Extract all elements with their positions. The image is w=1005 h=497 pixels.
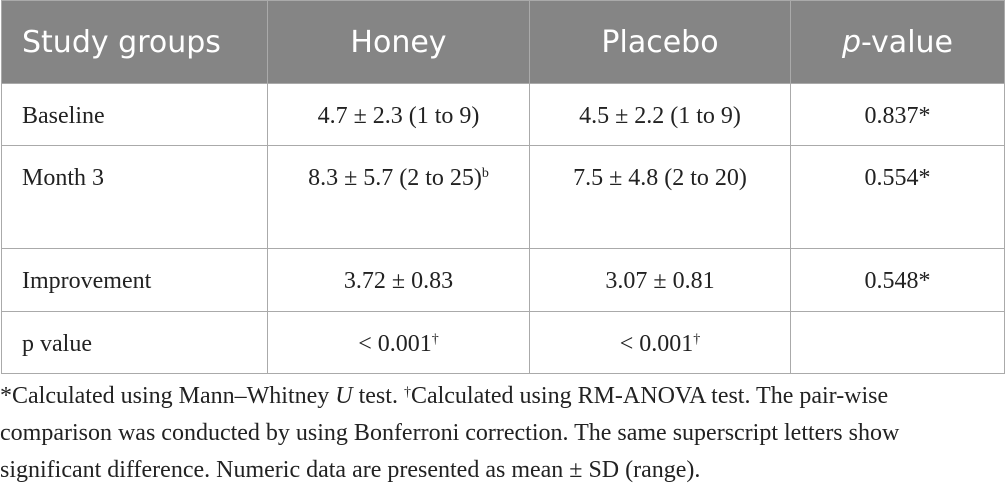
honey-superscript: b <box>481 166 489 181</box>
row-label: p value <box>1 311 268 374</box>
table-row-improvement: Improvement 3.72 ± 0.83 3.07 ± 0.81 0.54… <box>1 248 1005 312</box>
table-row-baseline: Baseline 4.7 ± 2.3 (1 to 9) 4.5 ± 2.2 (1… <box>1 83 1005 146</box>
table-row-p-value: p value < 0.001† < 0.001† <box>1 311 1005 374</box>
honey-superscript: † <box>431 332 439 347</box>
placebo-cell: < 0.001† <box>529 311 791 374</box>
footnote-part1: *Calculated using Mann–Whitney <box>0 383 336 409</box>
honey-cell: 4.7 ± 2.3 (1 to 9) <box>267 83 530 146</box>
placebo-cell: 7.5 ± 4.8 (2 to 20) <box>529 145 791 249</box>
footnote-part2: test. <box>352 383 404 409</box>
honey-cell: 3.72 ± 0.83 <box>267 248 530 312</box>
placebo-value: < 0.001 <box>619 331 694 357</box>
header-p-rest: -value <box>861 24 953 60</box>
header-row: Study groups Honey Placebo p-value <box>1 0 1005 84</box>
footnote-part3: Calculated using RM-ANOVA test. The pair… <box>0 383 900 483</box>
p-value-cell: 0.554* <box>790 145 1005 249</box>
table-footnote: *Calculated using Mann–Whitney U test. †… <box>0 378 1005 489</box>
honey-value: 4.7 ± 2.3 (1 to 9) <box>317 103 480 129</box>
header-honey: Honey <box>267 0 530 84</box>
honey-value: < 0.001 <box>358 331 432 357</box>
placebo-value: 4.5 ± 2.2 (1 to 9) <box>579 103 741 129</box>
honey-value: 3.72 ± 0.83 <box>343 268 454 294</box>
placebo-value: 3.07 ± 0.81 <box>605 268 715 294</box>
header-placebo: Placebo <box>529 0 791 84</box>
p-value-cell: 0.837* <box>790 83 1005 146</box>
placebo-cell: 3.07 ± 0.81 <box>529 248 791 312</box>
footnote-dagger: † <box>403 385 411 400</box>
honey-value: 8.3 ± 5.7 (2 to 25) <box>308 165 482 191</box>
placebo-cell: 4.5 ± 2.2 (1 to 9) <box>529 83 791 146</box>
placebo-superscript: † <box>693 332 701 347</box>
honey-cell: 8.3 ± 5.7 (2 to 25)b <box>267 145 530 249</box>
row-label: Baseline <box>1 83 268 146</box>
row-label: Improvement <box>1 248 268 312</box>
honey-cell: < 0.001† <box>267 311 530 374</box>
placebo-value: 7.5 ± 4.8 (2 to 20) <box>573 165 747 191</box>
p-value-cell: 0.548* <box>790 248 1005 312</box>
table-body: Baseline 4.7 ± 2.3 (1 to 9) 4.5 ± 2.2 (1… <box>1 83 1005 374</box>
results-table: Study groups Honey Placebo p-value Basel… <box>1 0 1005 374</box>
table-header: Study groups Honey Placebo p-value <box>1 0 1005 84</box>
row-label: Month 3 <box>1 145 268 249</box>
table-row-month-3: Month 3 8.3 ± 5.7 (2 to 25)b 7.5 ± 4.8 (… <box>1 145 1005 249</box>
header-study-groups: Study groups <box>1 0 268 84</box>
header-p-italic: p <box>841 24 862 60</box>
footnote-u: U <box>335 383 353 409</box>
p-value-cell <box>790 311 1005 374</box>
header-p-value: p-value <box>790 0 1005 84</box>
